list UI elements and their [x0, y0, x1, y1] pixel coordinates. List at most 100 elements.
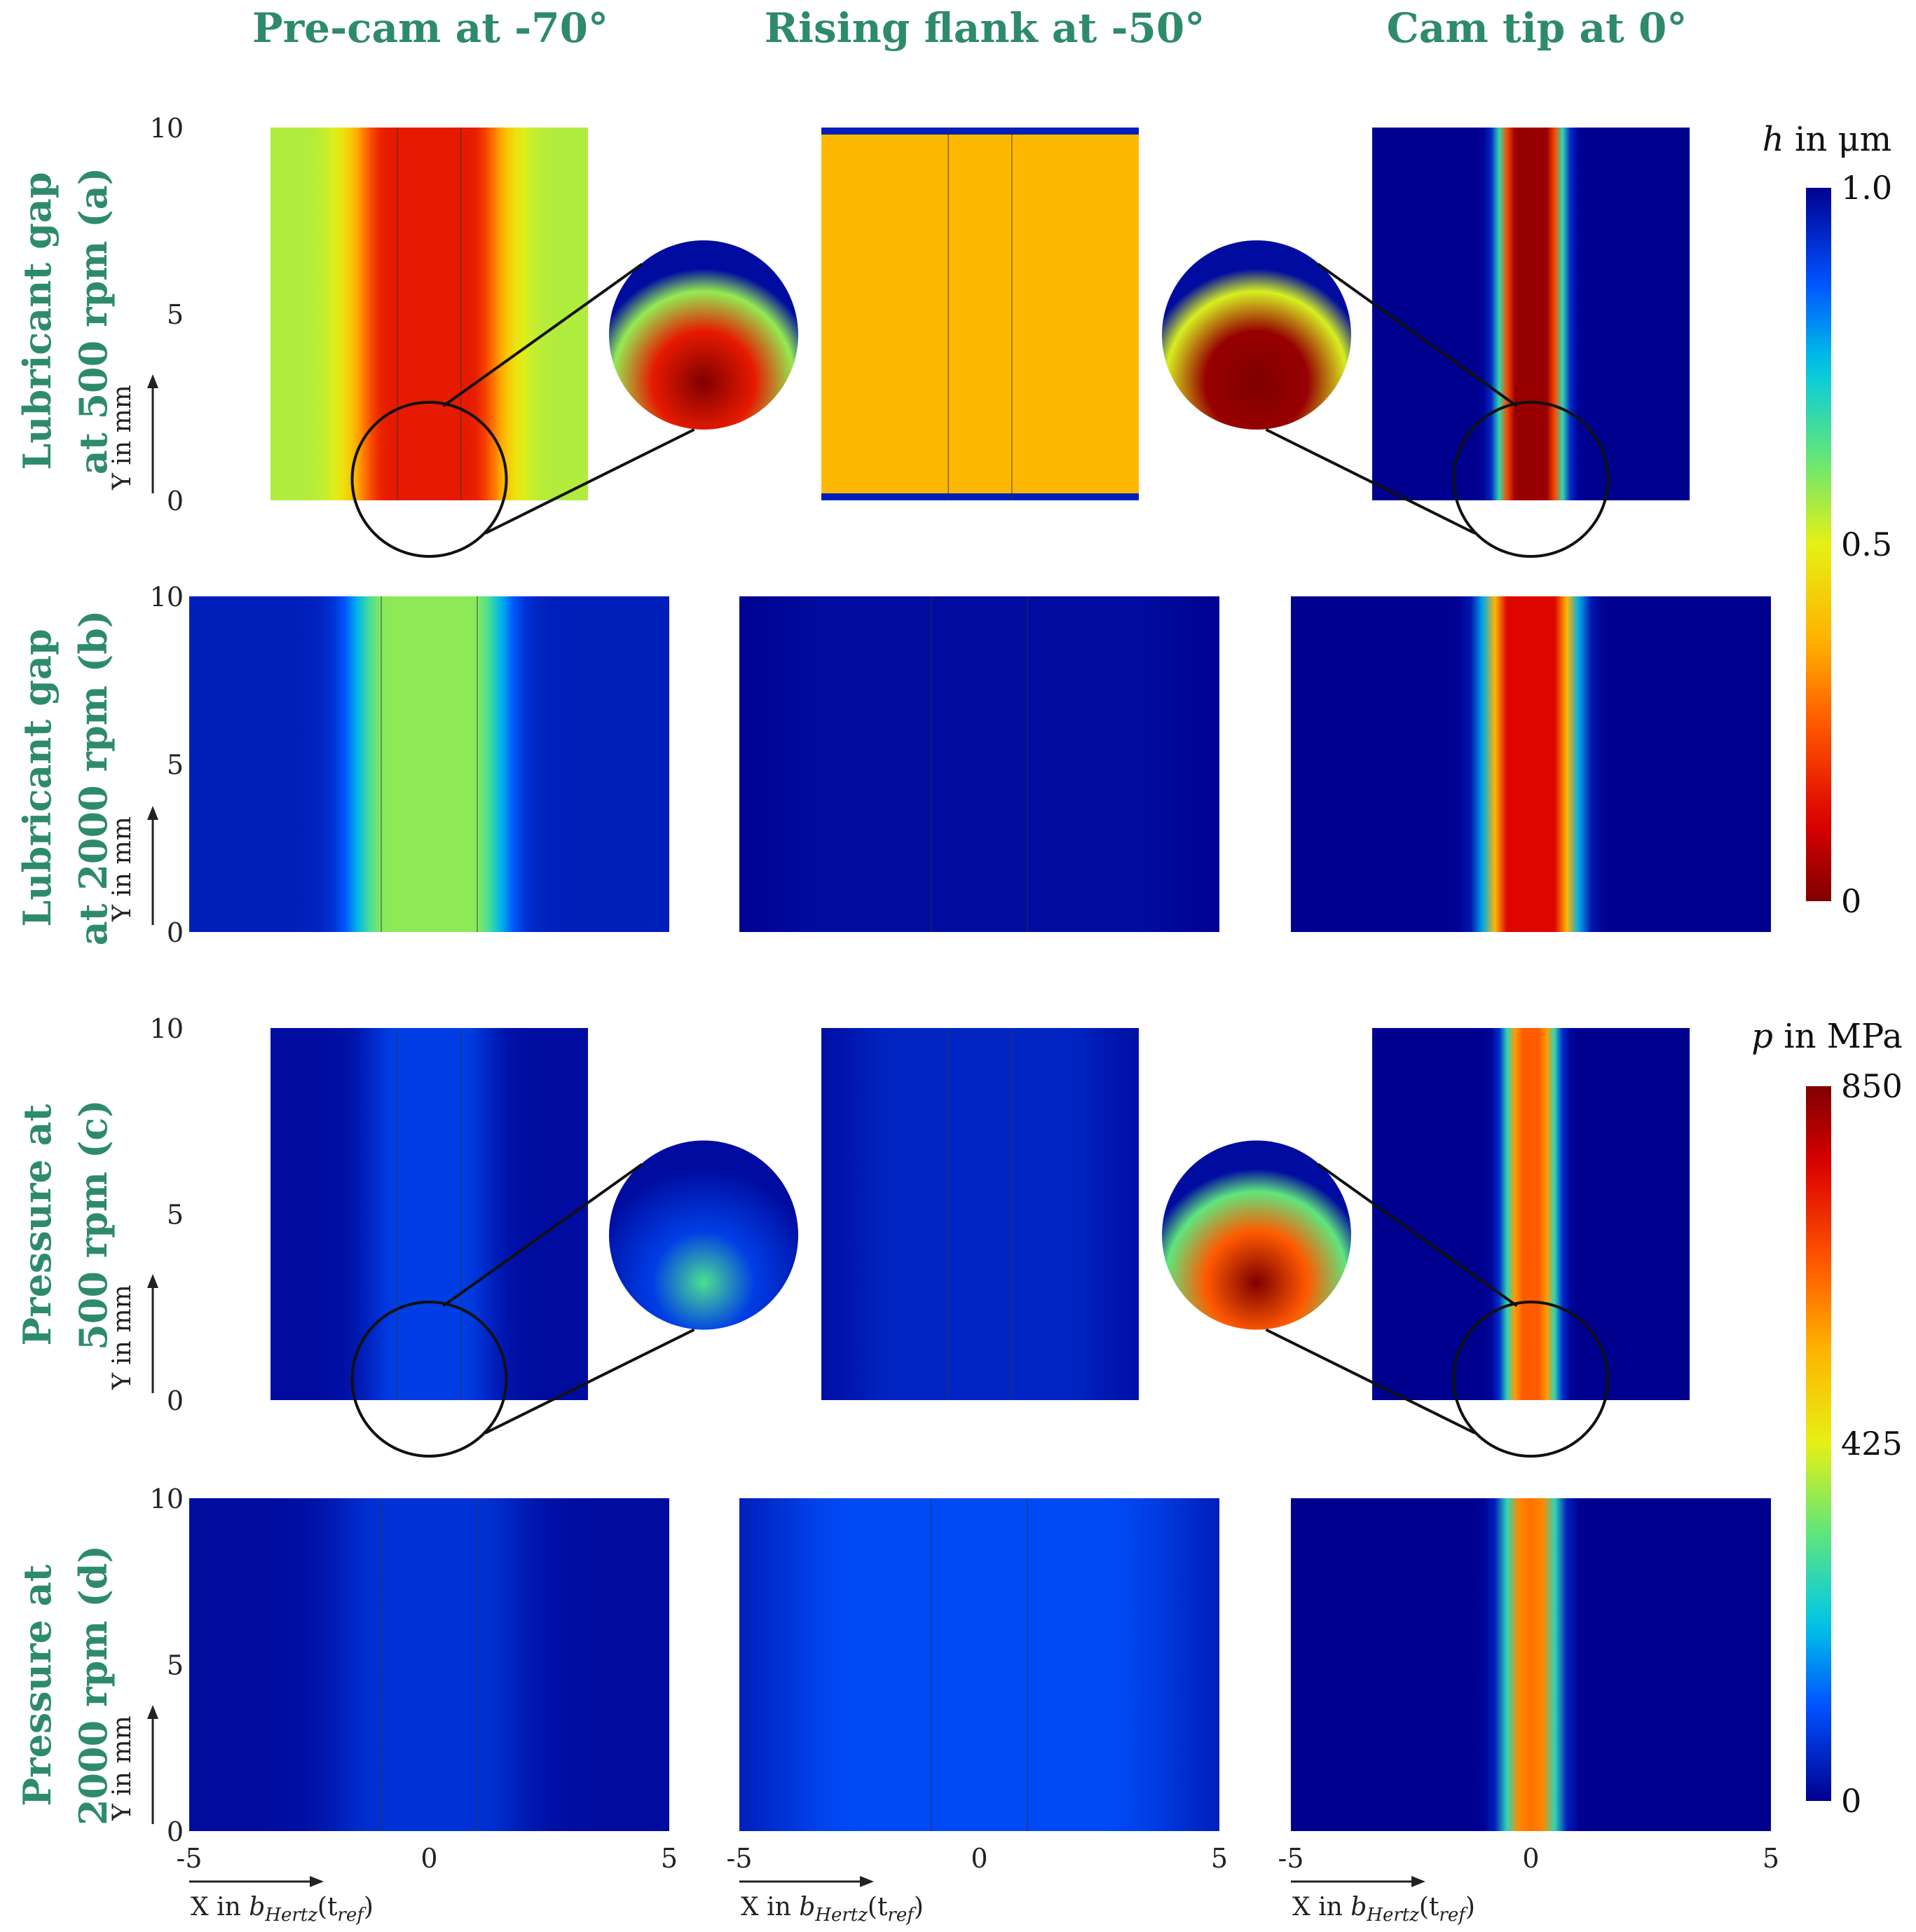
y-tick-d-5: 5: [167, 1650, 184, 1681]
y-tick-c-5: 5: [167, 1200, 184, 1231]
colorbar-p-title: p in MPa: [1751, 1017, 1902, 1056]
heatmap-field-a-2: [1372, 128, 1690, 500]
y-tick-c-10: 10: [150, 1013, 184, 1044]
y-tick-b-0: 0: [167, 917, 184, 948]
row-title-a-line1: Lubricant gap: [15, 172, 60, 470]
x-tick-0-0: 0: [420, 1843, 437, 1874]
heatmap-panel-a-1: [821, 128, 1139, 500]
edge-band-top: [821, 128, 1139, 135]
zoom-connector-bottom-a-2: [1265, 428, 1476, 535]
colorbar-p-tick-850: 850: [1841, 1067, 1903, 1105]
heatmap-field-d-1: [739, 1498, 1219, 1831]
row-title-c-line2: 500 rpm (c): [71, 1099, 116, 1350]
row-title-b-line2: at 2000 rpm (b): [71, 610, 116, 946]
colorbar-p-tick-425: 425: [1841, 1425, 1903, 1462]
row-title-d: Pressure at 2000 rpm (d): [15, 1545, 116, 1825]
y-tick-b-10: 10: [150, 582, 184, 612]
zoom-inset-a-0: [609, 240, 798, 430]
y-axis-arrowhead-c: [147, 1274, 158, 1288]
x-tick-2--5: -5: [1278, 1843, 1303, 1874]
row-title-c: Pressure at 500 rpm (c): [15, 1099, 116, 1350]
y-tick-d-10: 10: [150, 1484, 184, 1514]
zoom-connector-bottom-c-0: [484, 1328, 695, 1434]
zoom-circle-c-2: [1452, 1301, 1610, 1458]
heatmap-panel-a-0: [271, 128, 798, 558]
y-axis-arrowhead-b: [147, 806, 158, 820]
zoom-connector-bottom-a-0: [484, 428, 695, 535]
zoom-inset-c-0: [609, 1140, 798, 1330]
row-title-c-line1: Pressure at: [15, 1104, 60, 1345]
row-title-d-line1: Pressure at: [15, 1564, 60, 1806]
colorbar-p-tick-0: 0: [1841, 1782, 1861, 1820]
colorbar-p: 0 425 850 p in MPa: [1751, 1017, 1903, 1820]
y-tick-d-0: 0: [167, 1816, 184, 1847]
zoom-connector-top-a-0: [442, 263, 643, 408]
x-axis-label-0: X in bHertz(tref): [191, 1893, 374, 1926]
heatmap-panels: [189, 128, 1771, 1831]
heatmap-panel-c-1: [821, 1028, 1139, 1400]
x-tick-0--5: -5: [176, 1843, 202, 1874]
x-axis-arrowhead-2: [1411, 1876, 1425, 1887]
heatmap-panel-b-0: [189, 596, 669, 932]
heatmap-panel-a-2: [1162, 128, 1690, 558]
x-tick-1--5: -5: [726, 1843, 752, 1874]
column-title-pre-cam: Pre-cam at -70°: [252, 4, 608, 52]
edge-band-bottom: [821, 493, 1139, 500]
x-tick-2-5: 5: [1763, 1843, 1779, 1874]
x-tick-1-5: 5: [1211, 1843, 1228, 1874]
zoom-circle-c-0: [350, 1301, 508, 1458]
heatmap-panel-d-2: [1291, 1498, 1771, 1831]
colorbar-h-title: h in μm: [1763, 120, 1891, 159]
zoom-connector-top-c-2: [1317, 1163, 1518, 1308]
x-tick-2-0: 0: [1522, 1843, 1539, 1874]
heatmap-field-c-1: [821, 1028, 1139, 1400]
y-axis-label-d: Y in mm: [108, 1715, 137, 1821]
x-axis-label-2: X in bHertz(tref): [1292, 1893, 1475, 1926]
colorbar-h-tick-0.5: 0.5: [1841, 526, 1892, 563]
zoom-connector-top-c-0: [442, 1163, 643, 1308]
heatmap-field-b-0: [189, 596, 669, 932]
colorbar-h-scale: [1806, 188, 1831, 901]
y-axis-arrowhead-d: [147, 1705, 158, 1719]
column-title-cam-tip: Cam tip at 0°: [1387, 4, 1688, 52]
zoom-circle-a-0: [350, 401, 508, 558]
zoom-circle-a-2: [1452, 401, 1610, 558]
y-axis-label-a: Y in mm: [108, 385, 137, 491]
zoom-connector-top-a-2: [1317, 263, 1518, 408]
heatmap-panel-b-2: [1291, 596, 1771, 932]
x-axis-arrowhead-0: [310, 1876, 324, 1887]
heatmap-panel-d-1: [739, 1498, 1219, 1831]
y-tick-a-5: 5: [167, 299, 184, 330]
heatmap-field-c-0: [271, 1028, 588, 1400]
x-tick-0-5: 5: [661, 1843, 678, 1874]
zoom-connector-bottom-c-2: [1265, 1328, 1476, 1434]
heatmap-field-b-2: [1291, 596, 1771, 932]
heatmap-field-d-0: [189, 1498, 669, 1831]
colorbar-p-scale: [1806, 1086, 1831, 1801]
y-tick-a-0: 0: [167, 486, 184, 516]
heatmap-field-b-1: [739, 596, 1219, 932]
column-title-rising-flank: Rising flank at -50°: [765, 4, 1205, 52]
row-title-b-line1: Lubricant gap: [15, 629, 60, 926]
y-axis-label-c: Y in mm: [108, 1284, 137, 1390]
x-axis-arrowhead-1: [860, 1876, 874, 1887]
row-title-a-line2: at 500 rpm (a): [71, 167, 116, 475]
heatmap-panel-d-0: [189, 1498, 669, 1831]
colorbars-group: 0 0.5 1.0 h in μm 0 425 850 p in MPa: [1751, 120, 1903, 1820]
axes-group: 0 5 10 Y in mm 0 5 10 Y in mm 0 5 10 Y in mm 0 5 10 Y i…: [108, 113, 1779, 1926]
heatmap-panel-b-1: [739, 596, 1219, 932]
colorbar-h-tick-0: 0: [1841, 882, 1861, 920]
y-axis-arrowhead-a: [147, 374, 158, 388]
colorbar-h-tick-1.0: 1.0: [1841, 169, 1892, 207]
zoom-inset-c-2: [1162, 1140, 1351, 1330]
heatmap-field-c-2: [1372, 1028, 1690, 1400]
row-title-d-line2: 2000 rpm (d): [71, 1545, 116, 1825]
heatmap-field-a-0: [271, 128, 588, 500]
heatmap-field-a-1: [821, 128, 1139, 500]
row-title-a: Lubricant gap at 500 rpm (a): [15, 167, 116, 475]
x-tick-1-0: 0: [971, 1843, 987, 1874]
y-axis-label-b: Y in mm: [108, 816, 137, 922]
y-tick-a-10: 10: [150, 113, 184, 144]
y-tick-c-0: 0: [167, 1385, 184, 1416]
